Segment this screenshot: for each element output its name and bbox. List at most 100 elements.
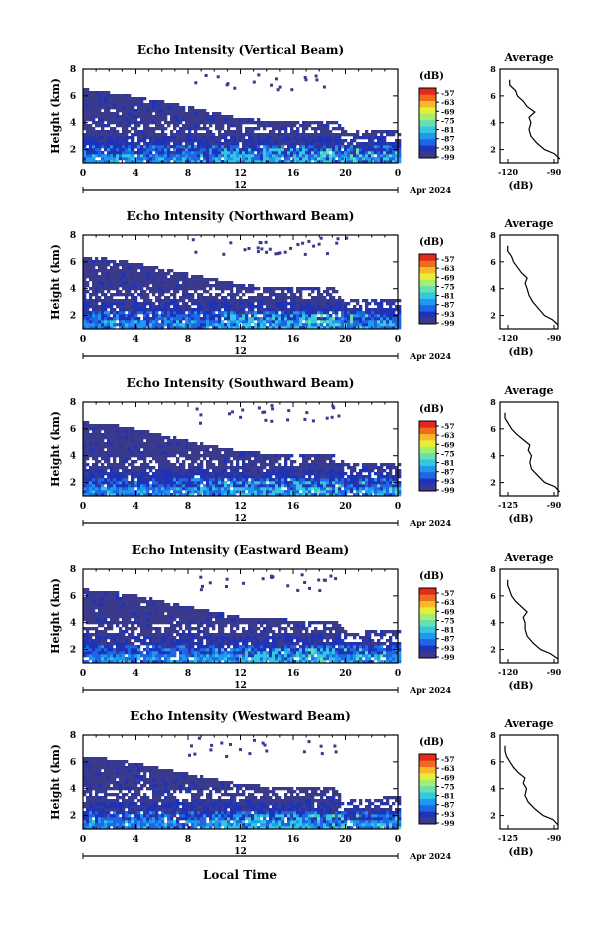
heatmap-cell bbox=[98, 260, 102, 264]
heatmap-cell bbox=[95, 466, 99, 470]
heatmap-cell bbox=[137, 493, 141, 497]
heatmap-cell bbox=[206, 139, 210, 143]
heatmap-cell bbox=[239, 478, 243, 482]
heatmap-cell bbox=[215, 475, 219, 479]
heatmap-cell bbox=[296, 157, 300, 161]
heatmap-cell bbox=[191, 121, 195, 125]
heatmap-cell bbox=[383, 136, 387, 140]
heatmap-cell bbox=[368, 475, 372, 479]
x-tick-label: 12 bbox=[234, 169, 247, 179]
heatmap-cell bbox=[266, 287, 270, 291]
heatmap-cell bbox=[185, 454, 189, 458]
heatmap-cell bbox=[242, 148, 246, 152]
heatmap-cell bbox=[173, 311, 177, 315]
heatmap-cell bbox=[308, 484, 312, 488]
heatmap-cell bbox=[362, 145, 366, 149]
heatmap-cell bbox=[155, 142, 159, 146]
heatmap-cell bbox=[233, 475, 237, 479]
heatmap-cell bbox=[158, 154, 162, 158]
heatmap-cell bbox=[176, 314, 180, 318]
heatmap-cell bbox=[92, 154, 96, 158]
heatmap-cell bbox=[95, 121, 99, 125]
heatmap-cell bbox=[245, 493, 249, 497]
heatmap-cell bbox=[242, 314, 246, 318]
heatmap-cell bbox=[371, 151, 375, 155]
heatmap-cell bbox=[107, 445, 111, 449]
heatmap-cell bbox=[353, 133, 357, 137]
heatmap-cell bbox=[371, 463, 375, 467]
heatmap-cell bbox=[173, 490, 177, 494]
heatmap-cell bbox=[239, 484, 243, 488]
heatmap-cell bbox=[95, 133, 99, 137]
heatmap-cell bbox=[164, 299, 168, 303]
heatmap-cell bbox=[179, 475, 183, 479]
heatmap-cell bbox=[125, 430, 129, 434]
heatmap-cell bbox=[233, 121, 237, 125]
heatmap-cell bbox=[92, 139, 96, 143]
heatmap-cell bbox=[275, 472, 279, 476]
heatmap-cell bbox=[92, 457, 96, 461]
heatmap-cell bbox=[113, 157, 117, 161]
heatmap-cell bbox=[128, 97, 132, 101]
heatmap-cell bbox=[218, 136, 222, 140]
heatmap-cell bbox=[386, 302, 390, 306]
heatmap-cell bbox=[134, 121, 138, 125]
heatmap-cell bbox=[131, 463, 135, 467]
heatmap-cell bbox=[179, 139, 183, 143]
heatmap-cell bbox=[188, 145, 192, 149]
heatmap-cell bbox=[89, 490, 93, 494]
heatmap-cell bbox=[335, 320, 339, 324]
heatmap-cell bbox=[98, 472, 102, 476]
heatmap-cell bbox=[386, 320, 390, 324]
heatmap-cell bbox=[206, 469, 210, 473]
heatmap-cell bbox=[221, 454, 225, 458]
heatmap-cell bbox=[170, 133, 174, 137]
heatmap-cell bbox=[320, 463, 324, 467]
heatmap-cell bbox=[194, 112, 198, 116]
heatmap-cell bbox=[158, 299, 162, 303]
heatmap-cell bbox=[110, 145, 114, 149]
heatmap-cell bbox=[140, 487, 144, 491]
heatmap-cell bbox=[245, 469, 249, 473]
heatmap-cell bbox=[368, 487, 372, 491]
heatmap-cell bbox=[119, 133, 123, 137]
heatmap-cell bbox=[116, 284, 120, 288]
heatmap-cell bbox=[365, 326, 369, 330]
heatmap-cell bbox=[332, 484, 336, 488]
heatmap-cell bbox=[323, 133, 327, 137]
heatmap-cell bbox=[371, 139, 375, 143]
heatmap-cell bbox=[113, 160, 117, 164]
heatmap-cell bbox=[101, 278, 105, 282]
heatmap-cell bbox=[137, 160, 141, 164]
heatmap-cell bbox=[380, 154, 384, 158]
heatmap-cell bbox=[344, 302, 348, 306]
heatmap-cell bbox=[251, 305, 255, 309]
heatmap-cell bbox=[236, 151, 240, 155]
heatmap-cell bbox=[299, 148, 303, 152]
heatmap-cell bbox=[389, 484, 393, 488]
heatmap-cell bbox=[203, 136, 207, 140]
heatmap-cell bbox=[290, 469, 294, 473]
heatmap-cell bbox=[218, 154, 222, 158]
heatmap-cell bbox=[125, 457, 129, 461]
heatmap-cell bbox=[299, 142, 303, 146]
heatmap-cell bbox=[269, 151, 273, 155]
heatmap-cell bbox=[257, 139, 261, 143]
heatmap-cell bbox=[320, 460, 324, 464]
heatmap-cell bbox=[125, 284, 129, 288]
heatmap-cell bbox=[92, 136, 96, 140]
heatmap-cell bbox=[317, 487, 321, 491]
heatmap-cell bbox=[368, 472, 372, 476]
heatmap-cell bbox=[341, 475, 345, 479]
heatmap-cell bbox=[284, 121, 288, 125]
heatmap-cell bbox=[182, 478, 186, 482]
heatmap-cell bbox=[173, 487, 177, 491]
heatmap-cell bbox=[230, 463, 234, 467]
colorbar-swatch bbox=[419, 273, 436, 280]
heatmap-cell bbox=[278, 466, 282, 470]
colorbar-tick-label: -63 bbox=[441, 264, 455, 273]
heatmap-cell bbox=[206, 299, 210, 303]
colorbar-swatch bbox=[419, 126, 436, 133]
heatmap-cell bbox=[245, 160, 249, 164]
heatmap-cell bbox=[383, 314, 387, 318]
